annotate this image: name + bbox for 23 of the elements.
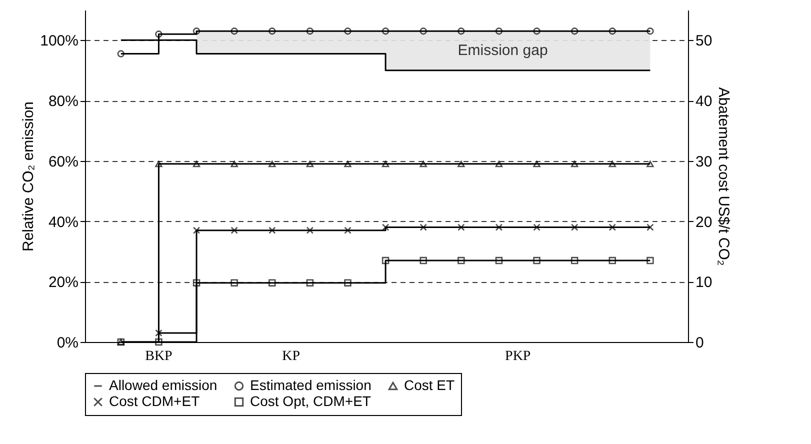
y2-tick-label: 10 (696, 274, 712, 292)
y-tick-label: 0% (56, 334, 78, 352)
text: KP (282, 349, 300, 364)
y2-tick-label: 20 (696, 214, 712, 231)
y2-tick-label: 0 (696, 334, 704, 352)
annotation: Emission gap (458, 42, 548, 59)
legend-label: Cost ET (404, 377, 456, 393)
y-tick-label: 20% (48, 274, 78, 292)
y-axis-title: Relative CO₂ emission (20, 101, 38, 252)
y2-tick-label: 30 (696, 153, 712, 170)
text: BKP (145, 349, 173, 364)
legend-label: Estimated emission (250, 377, 372, 393)
legend-label: Allowed emission (109, 377, 218, 393)
y-tick-label: 100% (40, 32, 78, 50)
y-tick-label: 80% (48, 93, 78, 110)
text: PKP (505, 349, 531, 364)
y2-axis-title: Abatement cost US$/t CO₂ (715, 87, 732, 266)
y2-tick-label: 40 (696, 93, 712, 110)
y-tick-label: 40% (48, 214, 78, 231)
y2-tick-label: 50 (696, 32, 712, 50)
y-tick-label: 60% (48, 153, 78, 170)
legend-label: Cost CDM+ET (109, 393, 200, 409)
legend-label: Cost Opt, CDM+ET (250, 393, 372, 409)
